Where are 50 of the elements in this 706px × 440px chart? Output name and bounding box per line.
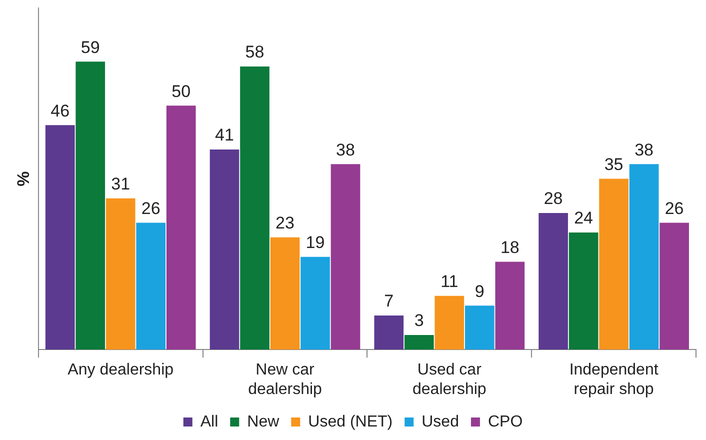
data-label: 3 (414, 311, 424, 330)
legend-label: CPO (488, 413, 523, 430)
bar (629, 164, 659, 350)
y-axis-title: % (14, 171, 33, 186)
x-tick-label: Any dealership (68, 362, 174, 379)
data-label: 38 (634, 140, 654, 160)
bar (166, 106, 196, 350)
bar (106, 198, 136, 350)
data-label: 23 (276, 214, 294, 233)
data-label: 41 (215, 126, 234, 145)
x-tick-label: New car dealership (248, 362, 322, 398)
bar (270, 237, 300, 350)
data-label: 9 (474, 282, 484, 301)
data-label: 58 (245, 42, 264, 62)
data-label: 19 (306, 233, 325, 252)
bar (464, 306, 494, 350)
bar (136, 222, 166, 350)
bar (568, 232, 598, 350)
data-label: 46 (50, 101, 70, 120)
data-label: 7 (384, 292, 394, 311)
bar (240, 66, 270, 350)
legend-label: Used (NET) (308, 413, 393, 430)
bar (434, 296, 464, 350)
data-label: 28 (544, 189, 563, 208)
bar (660, 222, 689, 350)
bar (45, 125, 75, 350)
legend-label: Used (422, 413, 459, 430)
data-label: 38 (336, 140, 355, 160)
legend-label: All (200, 413, 218, 430)
bar (374, 315, 404, 350)
bar (330, 164, 360, 350)
data-label: 26 (664, 198, 684, 218)
x-tick-label: Used car dealership (412, 362, 486, 398)
legend-label: New (247, 413, 280, 430)
bar (495, 262, 525, 350)
bar (538, 212, 568, 350)
data-label: 35 (604, 154, 624, 174)
data-label: 18 (500, 238, 520, 257)
data-label: 24 (574, 208, 594, 228)
bar (300, 256, 330, 350)
bar (404, 334, 434, 350)
bar (599, 178, 628, 350)
bar (76, 62, 106, 350)
bar (210, 150, 240, 350)
data-label: 11 (440, 272, 458, 292)
data-label: 26 (141, 198, 160, 218)
data-label: 59 (80, 38, 100, 57)
x-tick-label: Independent repair shop (569, 362, 659, 398)
data-label: 50 (172, 82, 191, 101)
data-label: 31 (111, 174, 130, 194)
